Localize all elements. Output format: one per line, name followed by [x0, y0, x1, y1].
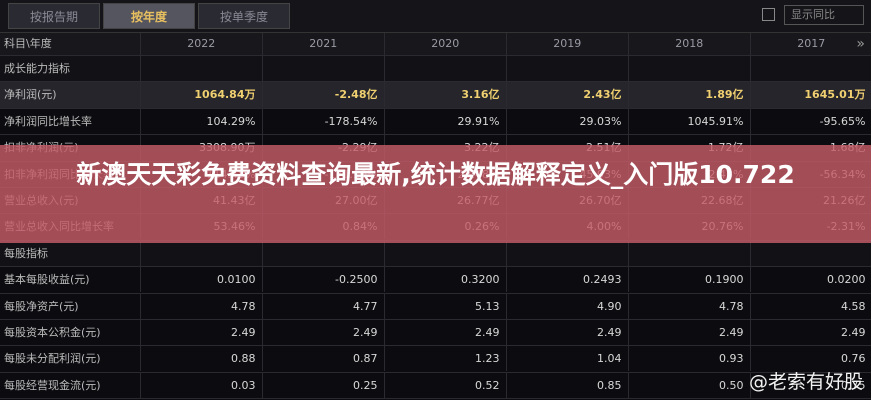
- cell: 4.78: [140, 293, 262, 319]
- cell: 0.76: [750, 346, 871, 372]
- banner: 新澳天天彩免费资料查询最新,统计数据解释定义_入门版10.722: [0, 145, 871, 243]
- cell: 2.49: [750, 320, 871, 345]
- cell: 4.78: [628, 293, 750, 319]
- cell: -95.65%: [750, 108, 871, 134]
- more-arrow[interactable]: »: [856, 36, 865, 52]
- row-label: 净利润同比增长率: [4, 114, 92, 128]
- cell: 29.03%: [506, 108, 628, 134]
- cell: -0.2500: [262, 267, 384, 293]
- row-label: 成长能力指标: [4, 62, 70, 75]
- cell: 0.88: [140, 346, 262, 372]
- cell: 4.90: [506, 293, 628, 319]
- cell: 2.49: [506, 320, 628, 345]
- watermark: @老索有好股: [748, 371, 863, 393]
- cell: 4.77: [262, 293, 384, 319]
- cell: 5.13: [384, 293, 506, 319]
- cell: 0.1900: [628, 267, 750, 293]
- header-cell: 2022: [140, 33, 262, 58]
- row-label: 基本每股收益(元): [4, 273, 90, 287]
- row-label: 净利润(元): [4, 88, 57, 102]
- cell: 29.91%: [384, 108, 506, 134]
- header-cell: 2021: [262, 33, 384, 58]
- header-cell: 2017: [750, 33, 871, 58]
- cell: 2.49: [262, 320, 384, 345]
- cell: [262, 56, 384, 81]
- tab[interactable]: 按年度: [103, 3, 195, 29]
- checkbox-label: 显示同比: [784, 5, 864, 25]
- cell: 0.25: [262, 372, 384, 398]
- cell: -178.54%: [262, 108, 384, 134]
- cell: [750, 56, 871, 81]
- cell: [506, 56, 628, 81]
- cell: -2.48亿: [262, 82, 384, 108]
- cell: 1.04: [506, 346, 628, 372]
- section-row: 成长能力指标: [0, 56, 871, 83]
- cell: 0.0200: [750, 267, 871, 293]
- cell: 0.75: [750, 372, 871, 398]
- row-label: 每股净资产(元): [4, 299, 79, 313]
- header-cell: 2018: [628, 33, 750, 58]
- cell: 0.3200: [384, 267, 506, 293]
- data-row: 每股未分配利润(元) 0.88 0.87 1.23 1.04 0.93 0.76: [0, 346, 871, 373]
- cell: 2.43亿: [506, 82, 628, 108]
- cell: 1.89亿: [628, 82, 750, 108]
- data-row: 每股资本公积金(元) 2.49 2.49 2.49 2.49 2.49 2.49: [0, 320, 871, 347]
- cell: [628, 240, 750, 266]
- cell: 4.58: [750, 293, 871, 319]
- data-row: 净利润同比增长率 104.29% -178.54% 29.91% 29.03% 1045.…: [0, 108, 871, 136]
- cell: 1645.01万: [750, 82, 871, 108]
- tab-bar: 显示同比 按报告期 按年度 按单季度: [0, 0, 871, 33]
- data-row: 每股经营现金流(元) 0.03 0.25 0.52 0.85 0.50 0.75: [0, 372, 871, 400]
- cell: 0.0100: [140, 267, 262, 293]
- cell: 0.87: [262, 346, 384, 372]
- cell: 0.50: [628, 372, 750, 398]
- row-label: 每股未分配利润(元): [4, 352, 101, 366]
- cell: 3.16亿: [384, 82, 506, 108]
- cell: [140, 240, 262, 266]
- data-row: 每股净资产(元) 4.78 4.77 5.13 4.90 4.78 4.58: [0, 293, 871, 320]
- cell: 2.49: [384, 320, 506, 345]
- header-row: 科目\年度 2022 2021 2020 2019 2018 2017: [0, 33, 871, 58]
- cell: [750, 240, 871, 266]
- cell: 2.49: [628, 320, 750, 345]
- cell: [140, 56, 262, 81]
- header-cell: 2019: [506, 33, 628, 58]
- cell: [384, 240, 506, 266]
- cell: 0.52: [384, 372, 506, 398]
- row-label: 每股经营现金流(元): [4, 378, 101, 392]
- cell: 0.03: [140, 372, 262, 398]
- row-label: 每股资本公积金(元): [4, 326, 101, 339]
- cell: 0.93: [628, 346, 750, 372]
- cell: 2.49: [140, 320, 262, 345]
- cell: 0.85: [506, 372, 628, 398]
- data-row: 净利润(元) 1064.84万 -2.48亿 3.16亿 2.43亿 1.89亿 1645.…: [0, 82, 871, 109]
- cell: 104.29%: [140, 108, 262, 134]
- cell: [384, 56, 506, 81]
- section-row: 每股指标: [0, 240, 871, 268]
- cell: 1064.84万: [140, 82, 262, 108]
- data-row: 基本每股收益(元) 0.0100 -0.2500 0.3200 0.2493 0.1900…: [0, 267, 871, 294]
- cell: 1.23: [384, 346, 506, 372]
- header-cell: 2020: [384, 33, 506, 58]
- cell: 0.2493: [506, 267, 628, 293]
- checkbox[interactable]: [762, 8, 775, 21]
- tab[interactable]: 按单季度: [198, 3, 290, 29]
- cell: 1045.91%: [628, 108, 750, 134]
- cell: [506, 240, 628, 266]
- cell: [628, 56, 750, 81]
- tab[interactable]: 按报告期: [8, 3, 100, 29]
- row-label: 每股指标: [4, 246, 48, 260]
- cell: [262, 240, 384, 266]
- header-label: 科目\年度: [4, 37, 52, 50]
